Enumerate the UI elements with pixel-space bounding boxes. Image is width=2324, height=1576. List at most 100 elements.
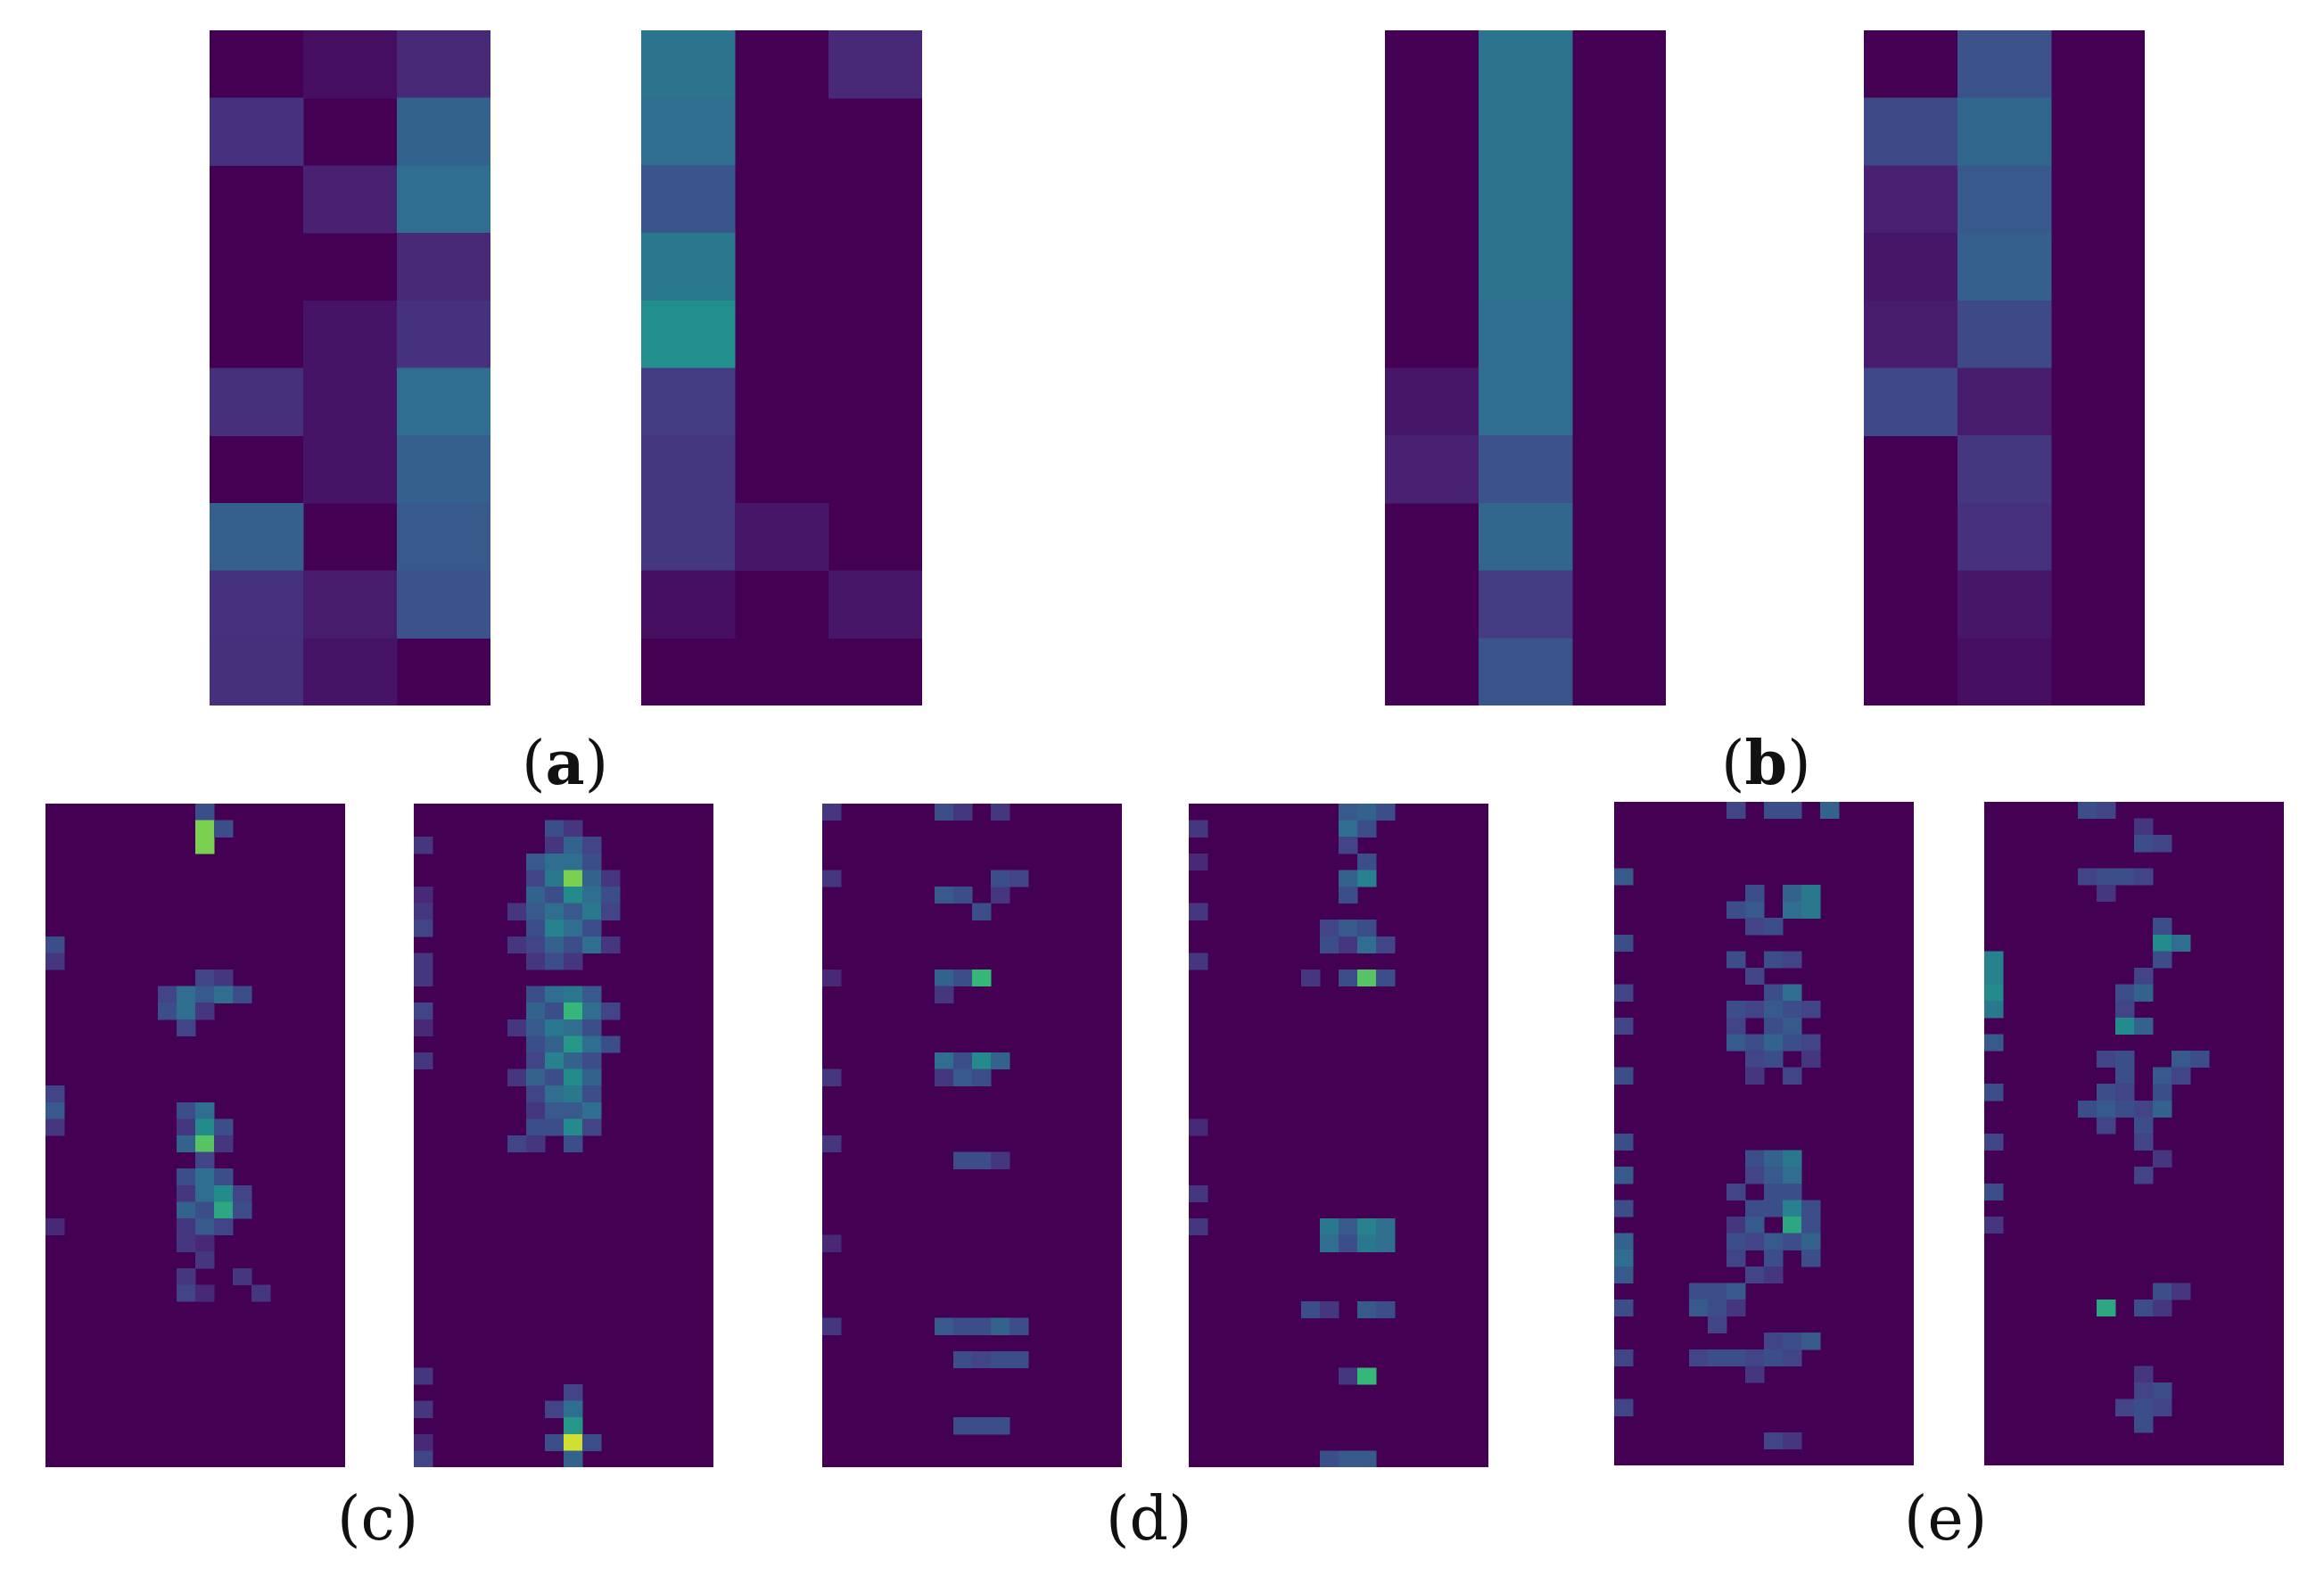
heatmap-cell (158, 1003, 177, 1020)
heatmap-cell (526, 1052, 546, 1070)
heatmap-cell (1479, 502, 1573, 572)
heatmap-cell (582, 853, 602, 871)
heatmap-cell (972, 903, 992, 920)
caption-e: (e) (1904, 1484, 1988, 1555)
heatmap-c-left (45, 804, 345, 1467)
heatmap-cell (397, 97, 490, 166)
heatmap-cell (1727, 951, 1746, 969)
heatmap-cell (526, 903, 546, 920)
heatmap-cell (1479, 233, 1573, 301)
heatmap-cell (564, 1052, 583, 1070)
heatmap-cell (414, 970, 433, 987)
heatmap-cell (195, 1168, 215, 1186)
heatmap-cell (564, 1384, 583, 1402)
heatmap-cell (935, 1052, 954, 1070)
heatmap-cell (1984, 1217, 2004, 1234)
heatmap-cell (641, 367, 736, 436)
heatmap-cell (822, 870, 842, 887)
heatmap-cell (828, 30, 922, 99)
heatmap-cell (1764, 1051, 1784, 1069)
heatmap-cell (210, 367, 304, 436)
heatmap-cell (972, 970, 992, 987)
heatmap-cell (2134, 1399, 2154, 1416)
heatmap-cell (1376, 1301, 1396, 1319)
heatmap-cell (195, 1234, 215, 1252)
heatmap-cell (1689, 1349, 1709, 1366)
heatmap-cell (991, 1317, 1010, 1335)
heatmap-cell (2097, 1084, 2116, 1102)
heatmap-cell (2097, 868, 2116, 886)
heatmap-cell (1864, 165, 1958, 234)
heatmap-cell (1339, 970, 1358, 987)
heatmap-cell (1357, 936, 1377, 953)
heatmap-cell (1614, 868, 1634, 886)
heatmap-cell (1727, 901, 1746, 919)
heatmap-cell (195, 1102, 215, 1119)
heatmap-cell (2115, 1001, 2135, 1019)
heatmap-cell (1189, 853, 1208, 871)
heatmap-cell (972, 1417, 992, 1435)
heatmap-cell (1376, 936, 1396, 953)
heatmap-cell (2153, 1300, 2172, 1317)
heatmap-cell (1957, 435, 2052, 504)
heatmap-cell (1957, 165, 2052, 234)
heatmap-background (1189, 804, 1488, 1467)
heatmap-cell (2153, 1283, 2172, 1300)
heatmap-cell (564, 1036, 583, 1053)
heatmap-cell (1783, 1432, 1802, 1449)
heatmap-cell (195, 1201, 215, 1219)
heatmap-cell (2115, 1399, 2135, 1416)
heatmap-cell (953, 1069, 973, 1086)
heatmap-cell (251, 1284, 271, 1302)
heatmap-cell (214, 970, 234, 987)
heatmap-cell (991, 1151, 1010, 1169)
heatmap-cell (2153, 918, 2172, 936)
heatmap-cell (545, 870, 565, 887)
heatmap-cell (953, 1317, 973, 1335)
heatmap-cell (177, 1218, 196, 1236)
heatmap-cell (1783, 802, 1802, 820)
heatmap-cell (526, 887, 546, 904)
heatmap-cell (1357, 820, 1377, 838)
heatmap-cell (641, 570, 736, 639)
heatmap-cell (641, 97, 736, 166)
heatmap-cell (1745, 1233, 1765, 1250)
heatmap-cell (582, 1118, 602, 1136)
heatmap-cell (1320, 1234, 1339, 1252)
heatmap-cell (935, 804, 954, 821)
heatmap-cell (1614, 1134, 1634, 1151)
heatmap-cell (822, 1234, 842, 1252)
heatmap-cell (526, 853, 546, 871)
heatmap-cell (953, 887, 973, 904)
heatmap-cell (2115, 1100, 2135, 1118)
heatmap-cell (564, 1417, 583, 1435)
heatmap-cell (545, 820, 565, 838)
heatmap-cell (414, 920, 433, 937)
heatmap-cell (1801, 1250, 1821, 1267)
heatmap-cell (972, 1317, 992, 1335)
heatmap-cell (1320, 1218, 1339, 1236)
heatmap-cell (1727, 1250, 1746, 1267)
heatmap-cell (2097, 1117, 2116, 1135)
heatmap-cell (564, 1450, 583, 1467)
heatmap-cell (545, 953, 565, 970)
heatmap-cell (1479, 638, 1573, 705)
heatmap-cell (1339, 887, 1358, 904)
heatmap-cell (2078, 1100, 2097, 1118)
heatmap-cell (45, 953, 65, 970)
heatmap-cell (641, 233, 736, 301)
heatmap-cell (1801, 885, 1821, 903)
heatmap-cell (935, 970, 954, 987)
heatmap-cell (1614, 1233, 1634, 1250)
heatmap-cell (2097, 1051, 2116, 1069)
heatmap-cell (526, 1118, 546, 1136)
heatmap-cell (1189, 1184, 1208, 1202)
heatmap-cell (641, 502, 736, 572)
heatmap-cell (1708, 1283, 1727, 1300)
heatmap-cell (953, 970, 973, 987)
heatmap-cell (564, 870, 583, 887)
heatmap-cell (1339, 820, 1358, 838)
heatmap-cell (1708, 1349, 1727, 1366)
heatmap-cell (1783, 984, 1802, 1002)
caption-d: (d) (1106, 1484, 1192, 1555)
